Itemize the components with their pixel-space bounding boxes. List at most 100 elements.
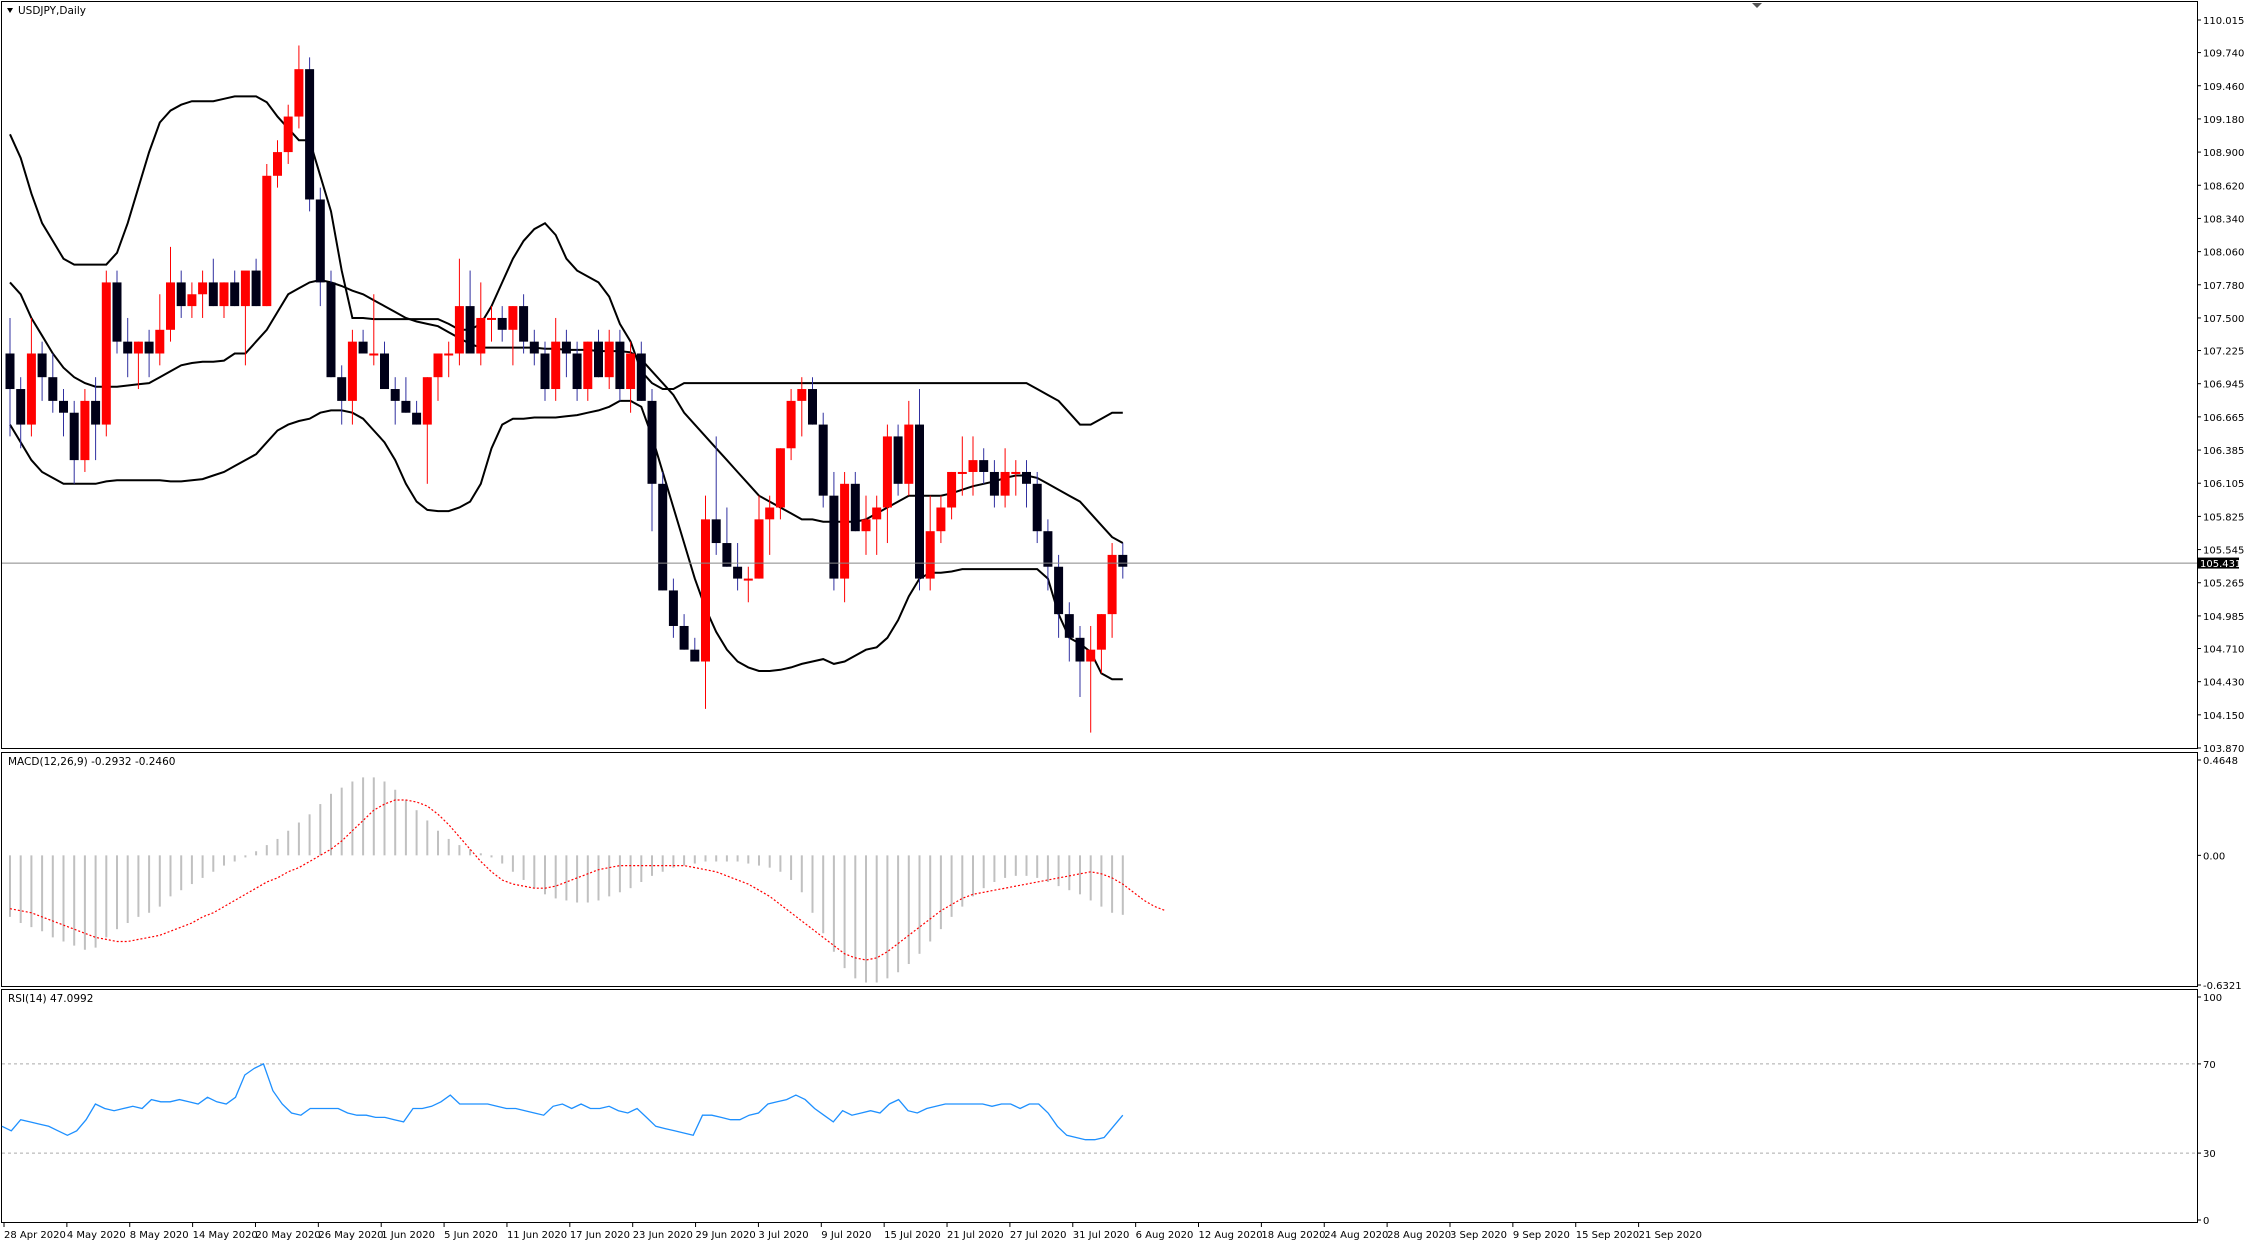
bollinger-bands — [9, 95, 1124, 681]
candle-bull — [701, 519, 710, 662]
bollinger-lower-line — [9, 399, 1123, 681]
candle-bear — [412, 412, 422, 425]
candle-bear — [326, 282, 336, 378]
price-tick-label: 106.385 — [2203, 446, 2244, 457]
candle-bull — [187, 294, 197, 307]
candle-bear — [1075, 637, 1085, 662]
candle-bear — [16, 389, 26, 425]
candle-bear — [529, 341, 539, 354]
candles — [5, 45, 1128, 733]
date-axis: 28 Apr 2020 4 May 2020 8 May 2020 14 May 20… — [3, 1223, 1702, 1241]
candle-bear — [1054, 566, 1064, 615]
price-tick-label: 106.665 — [2203, 413, 2244, 424]
date-label: 11 Jun 2020 — [507, 1230, 567, 1241]
candle-bear — [979, 460, 989, 472]
date-label: 21 Jul 2020 — [947, 1230, 1004, 1241]
macd-tick-label: 0.4648 — [2203, 756, 2238, 767]
rsi-line — [1, 1062, 1124, 1141]
candle-bear — [251, 270, 261, 307]
date-label: 20 May 2020 — [255, 1230, 320, 1241]
date-label: 14 May 2020 — [193, 1230, 258, 1241]
candle-bear — [144, 341, 154, 354]
candle-bull — [840, 483, 850, 579]
candle-bear — [1022, 471, 1031, 484]
candle-bull — [1107, 554, 1117, 615]
date-label: 8 May 2020 — [130, 1230, 189, 1241]
candle-bull — [968, 460, 978, 472]
candle-bear — [380, 353, 389, 390]
date-label: 9 Sep 2020 — [1513, 1230, 1570, 1241]
date-label: 6 Aug 2020 — [1136, 1230, 1194, 1241]
candle-bear — [5, 353, 15, 390]
candle-bull — [166, 282, 175, 330]
candle-bear — [615, 341, 625, 390]
price-tick-label: 108.340 — [2203, 214, 2244, 225]
candle-bull — [433, 353, 443, 378]
price-tick-label: 109.740 — [2203, 49, 2244, 60]
candle-bear — [208, 282, 218, 307]
price-tick-label: 108.900 — [2203, 148, 2244, 159]
candle-bull — [283, 116, 293, 153]
candle-bull — [80, 400, 90, 461]
candle-bear — [850, 483, 860, 532]
price-tick-label: 105.545 — [2203, 546, 2244, 557]
candle-bull — [476, 317, 486, 354]
candle-bear — [1118, 554, 1128, 567]
candle-bear — [401, 400, 411, 413]
candle-bear — [112, 282, 122, 342]
candle-bull — [743, 578, 753, 581]
price-tick-label: 105.265 — [2203, 579, 2244, 590]
candle-bear — [668, 590, 678, 626]
candle-bear — [1032, 483, 1042, 532]
candle-bull — [936, 507, 946, 532]
candle-bull — [861, 519, 871, 532]
price-tick-label: 107.225 — [2203, 347, 2244, 358]
candle-bear — [315, 199, 325, 283]
candle-bull — [775, 448, 785, 508]
price-tick-label: 110.015 — [2203, 16, 2244, 27]
date-label: 23 Jun 2020 — [633, 1230, 693, 1241]
rsi-tick-label: 30 — [2203, 1149, 2216, 1160]
candle-bull — [240, 270, 250, 307]
date-label: 26 May 2020 — [318, 1230, 383, 1241]
date-label: 17 Jun 2020 — [570, 1230, 630, 1241]
date-label: 9 Jul 2020 — [821, 1230, 871, 1241]
date-label: 5 Jun 2020 — [444, 1230, 498, 1241]
date-label: 28 Aug 2020 — [1387, 1230, 1451, 1241]
candle-bull — [133, 341, 143, 354]
date-label: 1 Jun 2020 — [381, 1230, 435, 1241]
price-tick-label: 106.945 — [2203, 380, 2244, 391]
candle-bear — [915, 424, 924, 579]
candle-bull — [369, 353, 379, 356]
rsi-title: RSI(14) 47.0992 — [8, 993, 93, 1005]
rsi-indicator: 100 70 30 0 — [1, 993, 2222, 1227]
date-label: 31 Jul 2020 — [1073, 1230, 1130, 1241]
candle-bear — [893, 436, 903, 484]
rsi-tick-label: 70 — [2203, 1060, 2216, 1071]
current-price-tag — [2197, 557, 2239, 569]
candle-bear — [465, 306, 475, 354]
date-label: 15 Sep 2020 — [1576, 1230, 1639, 1241]
candle-bull — [294, 69, 304, 117]
candle-bull — [198, 282, 208, 295]
candle-bear — [123, 341, 133, 354]
price-tick-label: 108.060 — [2203, 248, 2244, 259]
candle-bull — [444, 353, 454, 356]
date-label: 3 Jul 2020 — [758, 1230, 808, 1241]
scroll-marker-icon[interactable] — [1752, 3, 1762, 8]
candle-bear — [829, 495, 839, 579]
candle-bull — [797, 389, 807, 401]
candle-bear — [519, 306, 529, 342]
candle-bear — [636, 353, 646, 401]
symbol-menu-arrow-icon[interactable] — [7, 8, 13, 13]
candle-bull — [957, 471, 967, 474]
candle-bear — [572, 353, 582, 390]
candle-bull — [273, 152, 282, 176]
candle-bear — [37, 353, 47, 378]
candle-bear — [230, 282, 240, 307]
candle-bull — [583, 341, 593, 390]
price-tick-label: 104.430 — [2203, 678, 2244, 689]
candle-bear — [690, 649, 700, 662]
